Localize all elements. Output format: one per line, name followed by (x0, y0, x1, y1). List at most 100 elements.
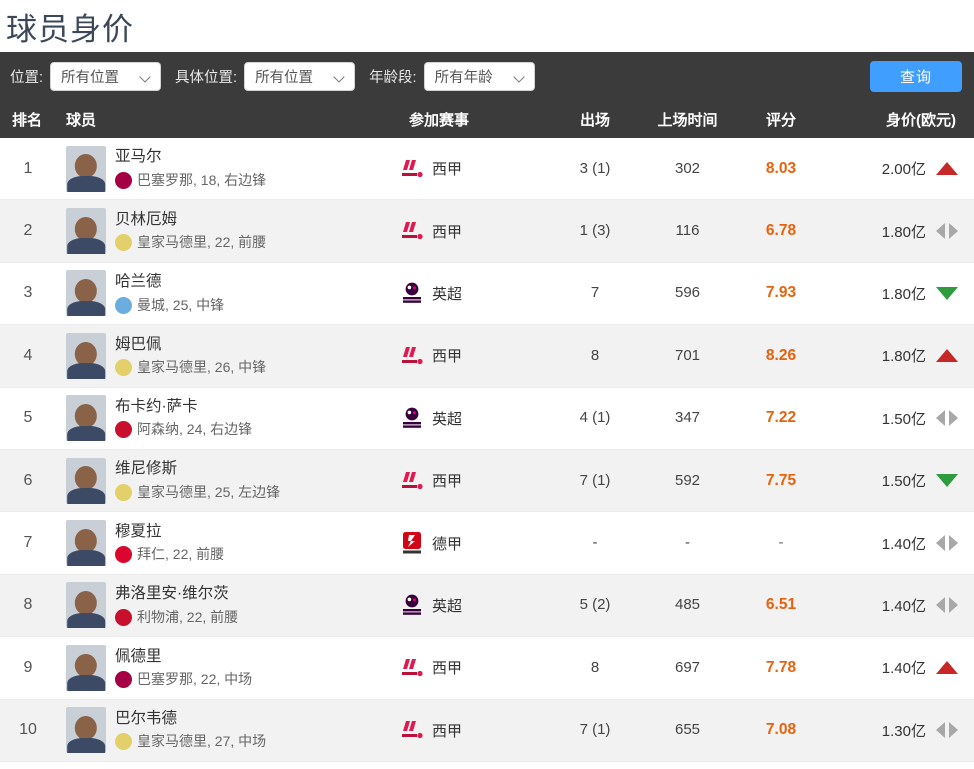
cell-league: 西甲 (395, 344, 555, 368)
market-value: 1.50亿 (881, 473, 926, 491)
cell-rating: 6.78 (740, 222, 822, 240)
query-button[interactable]: 查询 (870, 60, 962, 92)
cell-player: 布卡约·萨卡阿森纳, 24, 右边锋 (56, 395, 395, 442)
table-row[interactable]: 10 巴尔韦德 皇家马德里, 27, 中场 西甲 7 (1) 655 7.08 1.30亿 (0, 699, 974, 762)
laliga-logo-icon (401, 219, 423, 243)
cell-rating: 7.08 (740, 721, 822, 739)
cell-player: 维尼修斯 皇家马德里, 25, 左边锋 (56, 457, 395, 504)
player-name[interactable]: 贝林厄姆 (115, 210, 178, 228)
cell-player: 亚马尔巴塞罗那, 18, 右边锋 (56, 145, 395, 192)
cell-value: 1.80亿 (822, 283, 974, 304)
avatar (66, 457, 106, 504)
player-meta: 拜仁, 22, 前腰 (115, 544, 224, 565)
league-name: 德甲 (432, 535, 463, 553)
avatar (66, 395, 106, 442)
player-name[interactable]: 弗洛里安·维尔茨 (115, 585, 229, 603)
cell-apps: 7 (1) (555, 472, 635, 490)
premier-logo-icon (401, 593, 423, 617)
cell-rank: 7 (0, 534, 56, 552)
player-table-body: 1 亚马尔 巴塞罗那, 18, 右边锋 西甲 3 (1) 302 8.03 2.00亿 2 贝林厄… (0, 138, 974, 762)
rating-value: - (778, 534, 784, 552)
player-name[interactable]: 布卡约·萨卡 (115, 398, 198, 416)
player-name[interactable]: 穆夏拉 (115, 522, 162, 540)
rating-value: 7.75 (765, 471, 797, 489)
cell-minutes: - (635, 534, 740, 552)
club-badge-icon (115, 171, 132, 189)
rank-value: 10 (19, 721, 37, 739)
minutes-value: 347 (674, 409, 701, 427)
trend-up-icon (936, 349, 958, 363)
player-name[interactable]: 巴尔韦德 (115, 709, 178, 727)
player-text: 亚马尔巴塞罗那, 18, 右边锋 (115, 146, 266, 190)
table-row[interactable]: 4 姆巴佩 皇家马德里, 26, 中锋 西甲 8 701 8.26 1.80亿 (0, 325, 974, 388)
league-name: 西甲 (432, 722, 463, 740)
rank-value: 4 (23, 346, 33, 364)
player-meta: 皇家马德里, 22, 前腰 (115, 232, 266, 253)
page-title: 球员身价 (0, 0, 974, 52)
player-name[interactable]: 维尼修斯 (115, 460, 178, 478)
cell-value: 1.40亿 (822, 595, 974, 616)
player-club-age-position: 巴塞罗那, 18, 右边锋 (137, 171, 267, 188)
trend-up-icon (936, 661, 958, 675)
club-badge-icon (115, 234, 132, 252)
player-name[interactable]: 哈兰德 (115, 273, 162, 291)
specific-position-select[interactable]: 所有位置 (244, 61, 356, 91)
rating-value: 8.03 (765, 159, 797, 177)
cell-apps: 4 (1) (555, 409, 635, 427)
player-text: 穆夏拉拜仁, 22, 前腰 (115, 521, 224, 565)
trend-flat-icon (936, 223, 958, 240)
table-row[interactable]: 1 亚马尔 巴塞罗那, 18, 右边锋 西甲 3 (1) 302 8.03 2.00亿 (0, 138, 974, 201)
cell-value: 1.40亿 (822, 533, 974, 554)
table-row[interactable]: 7 穆夏拉 拜仁, 22, 前腰 德甲 - - - 1.40亿 (0, 512, 974, 575)
club-badge-icon (115, 608, 132, 626)
cell-minutes: 592 (635, 472, 740, 490)
avatar (66, 707, 106, 754)
cell-apps: 3 (1) (555, 160, 635, 178)
player-meta: 皇家马德里, 26, 中锋 (115, 357, 266, 378)
table-row[interactable]: 6 维尼修斯 皇家马德里, 25, 左边锋 西甲 7 (1) 592 7.75 1.50亿 (0, 449, 974, 513)
minutes-value: 655 (674, 721, 701, 739)
cell-player: 贝林厄姆皇家马德里, 22, 前腰 (56, 208, 395, 255)
market-value: 1.40亿 (881, 660, 926, 678)
header-rank: 排名 (12, 111, 43, 129)
cell-minutes: 302 (635, 160, 740, 178)
player-text: 哈兰德 曼城, 25, 中锋 (115, 271, 224, 315)
cell-rating: 7.93 (740, 284, 822, 302)
club-badge-icon (115, 733, 132, 751)
rank-value: 9 (23, 658, 33, 676)
avatar (66, 644, 106, 691)
filter-position: 位置: 所有位置 (10, 61, 162, 91)
player-text: 姆巴佩皇家马德里, 26, 中锋 (115, 334, 266, 378)
cell-rank: 10 (0, 721, 56, 739)
cell-minutes: 655 (635, 721, 740, 739)
player-name[interactable]: 亚马尔 (115, 148, 162, 166)
player-club-age-position: 利物浦, 22, 前腰 (137, 608, 239, 625)
table-row[interactable]: 8 弗洛里安·维尔茨 利物浦, 22, 前腰 英超 5 (2) 485 6.51 1.40亿 (0, 574, 974, 638)
cell-rating: 8.26 (740, 347, 822, 365)
avatar (66, 520, 106, 567)
player-meta: 巴塞罗那, 18, 右边锋 (115, 170, 266, 191)
table-row[interactable]: 2 贝林厄姆 皇家马德里, 22, 前腰 西甲 1 (3) 116 6.78 1.80亿 (0, 200, 974, 263)
rank-value: 8 (23, 596, 33, 614)
player-meta: 皇家马德里, 27, 中场 (115, 731, 266, 752)
laliga-logo-icon (401, 469, 423, 493)
market-value: 1.50亿 (881, 410, 926, 428)
player-name[interactable]: 姆巴佩 (115, 335, 162, 353)
position-select[interactable]: 所有位置 (50, 61, 162, 91)
player-name[interactable]: 佩德里 (115, 647, 162, 665)
player-club-age-position: 阿森纳, 24, 右边锋 (137, 421, 253, 438)
age-range-select[interactable]: 所有年龄 (423, 61, 535, 91)
cell-apps: 8 (555, 347, 635, 365)
apps-value: 7 (1) (579, 721, 611, 739)
rating-value: 7.22 (765, 409, 797, 427)
cell-minutes: 116 (635, 222, 740, 240)
cell-value: 1.80亿 (822, 221, 974, 242)
cell-player: 穆夏拉拜仁, 22, 前腰 (56, 520, 395, 567)
cell-minutes: 485 (635, 596, 740, 614)
table-row[interactable]: 3 哈兰德 曼城, 25, 中锋 英超 7 596 7.93 1.80亿 (0, 262, 974, 326)
player-text: 维尼修斯 皇家马德里, 25, 左边锋 (115, 458, 280, 502)
cell-minutes: 697 (635, 659, 740, 677)
table-row[interactable]: 5 布卡约·萨卡 阿森纳, 24, 右边锋 英超 4 (1) 347 7.22 1.50亿 (0, 387, 974, 450)
league-name: 西甲 (432, 348, 463, 366)
table-row[interactable]: 9 佩德里 巴塞罗那, 22, 中场 西甲 8 697 7.78 1.40亿 (0, 637, 974, 700)
